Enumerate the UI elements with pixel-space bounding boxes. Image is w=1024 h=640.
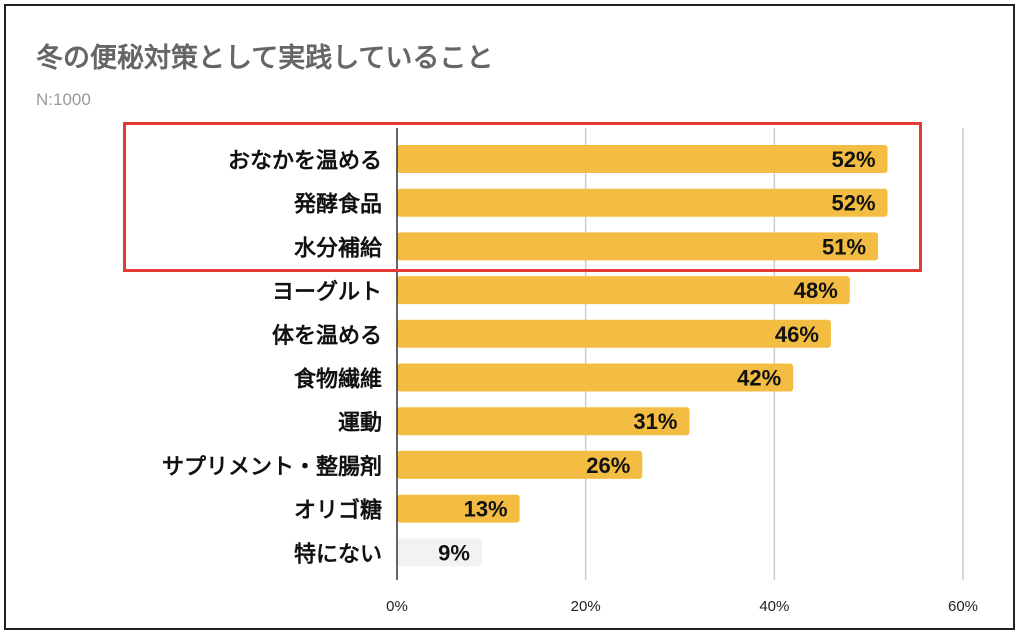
category-label: 発酵食品 — [293, 192, 382, 218]
chart-frame — [4, 4, 1015, 630]
highlight-box — [123, 122, 922, 272]
data-label: 31% — [633, 409, 677, 434]
bar — [397, 407, 690, 436]
chart-subtitle: N:1000 — [36, 90, 91, 109]
category-label: 特にない — [294, 541, 382, 567]
bar — [397, 494, 520, 523]
data-label: 42% — [737, 366, 781, 391]
bar — [397, 363, 794, 392]
x-tick-label: 0% — [386, 598, 408, 615]
category-label: 食物繊維 — [294, 367, 382, 393]
bar — [397, 319, 831, 348]
bar — [397, 188, 888, 217]
bar — [397, 450, 643, 479]
x-tick-label: 20% — [571, 598, 601, 615]
data-label: 46% — [775, 322, 819, 347]
category-label: 体を温める — [272, 324, 382, 349]
category-label: 運動 — [338, 411, 382, 436]
x-tick-label: 60% — [948, 598, 978, 615]
data-label: 26% — [586, 453, 630, 478]
bar — [397, 538, 482, 567]
category-label: 水分補給 — [294, 235, 383, 261]
bar — [397, 145, 888, 173]
category-label: おなかを温める — [228, 149, 382, 174]
data-label: 52% — [831, 147, 875, 172]
data-label: 52% — [831, 191, 875, 216]
x-tick-label: 40% — [759, 598, 789, 615]
chart-title: 冬の便秘対策として実践していること — [36, 43, 494, 74]
data-label: 48% — [794, 278, 838, 303]
bar — [397, 276, 850, 305]
bar — [397, 232, 879, 261]
data-label: 9% — [438, 540, 470, 565]
data-label: 51% — [822, 234, 866, 259]
category-label: サプリメント・整腸剤 — [162, 454, 382, 480]
data-label: 13% — [464, 497, 508, 522]
category-label: オリゴ糖 — [294, 498, 382, 524]
category-label: ヨーグルト — [272, 279, 382, 305]
